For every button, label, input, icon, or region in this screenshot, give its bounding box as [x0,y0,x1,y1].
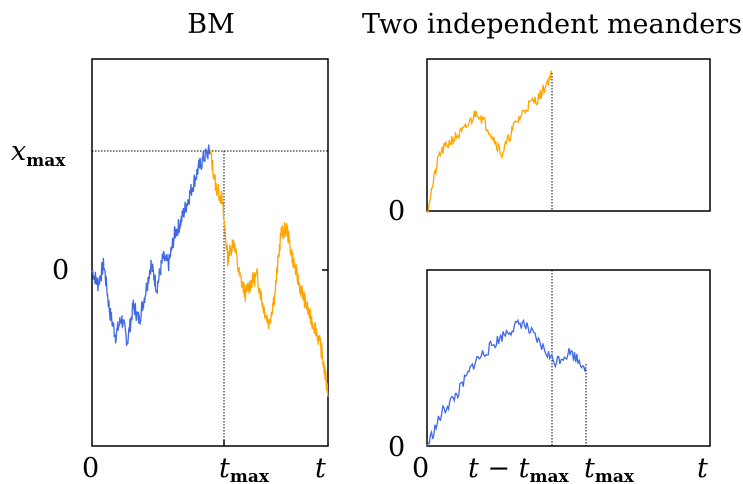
left-blue-path [91,144,211,346]
right-bottom-blue-path [426,318,587,447]
right-bottom-zero-label: 0 [388,432,405,463]
left-x-zero-label: 0 [82,453,99,484]
xmax-label: xmax [11,136,66,171]
right-x-zero-label: 0 [412,453,429,484]
left-tmax-label: tmax [219,453,270,484]
right-top-orange-path [426,70,553,214]
left-zero-label: 0 [52,255,69,286]
right-t-label: t [697,453,708,484]
left-t-label: t [315,453,326,484]
right-top-zero-label: 0 [388,196,405,227]
right-bottom-frame [426,269,711,447]
right-title: Two independent meanders [362,9,742,40]
left-plot-frame [91,58,329,447]
left-orange-path [209,149,329,397]
right-top-frame [426,58,711,212]
right-tminus-label: t − tmax [468,453,570,484]
left-title: BM [187,9,235,40]
right-tmax-label: tmax [584,453,635,484]
